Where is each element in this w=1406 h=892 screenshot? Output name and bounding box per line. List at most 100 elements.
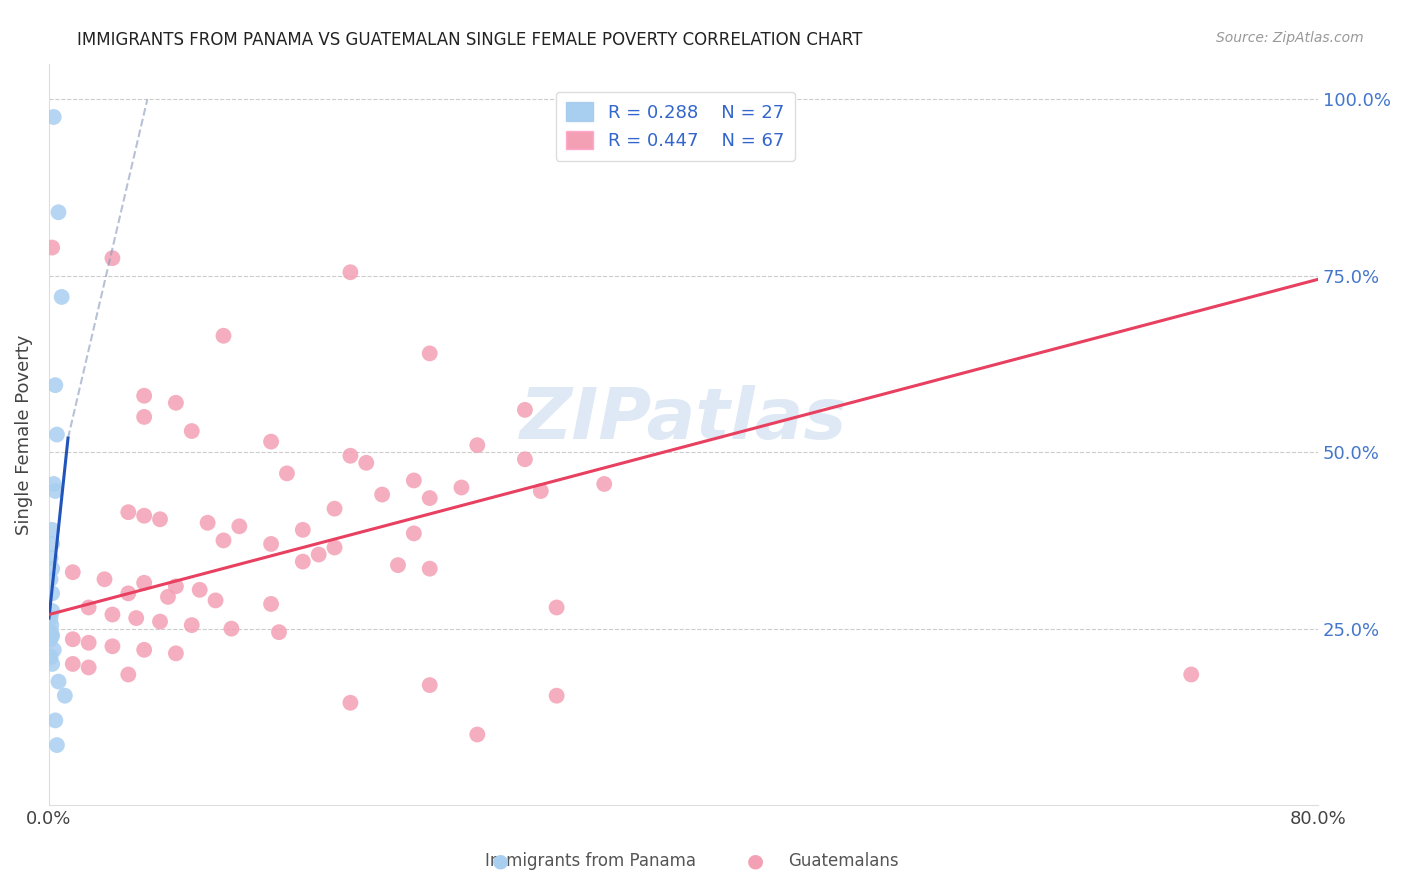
Point [41, 537, 63, 551]
Point [39, 611, 62, 625]
Point [260, 537, 283, 551]
Point [339, 449, 361, 463]
Point [530, 483, 553, 498]
Point [180, 618, 202, 632]
Point [204, 593, 226, 607]
Point [134, 508, 156, 523]
Point [546, 689, 568, 703]
Legend: R = 0.288    N = 27, R = 0.447    N = 67: R = 0.288 N = 27, R = 0.447 N = 67 [555, 92, 796, 161]
Point [419, 562, 441, 576]
Point [267, 625, 290, 640]
Point [117, 667, 139, 681]
Point [93, 572, 115, 586]
Text: ZIPatlas: ZIPatlas [520, 385, 848, 454]
Point [42, 642, 65, 657]
Point [134, 409, 156, 424]
Point [212, 328, 235, 343]
Point [371, 487, 394, 501]
Point [593, 477, 616, 491]
Point [156, 590, 179, 604]
Point [45, 427, 67, 442]
Point [41, 523, 63, 537]
Point [165, 646, 187, 660]
Point [339, 696, 361, 710]
Point [221, 622, 243, 636]
Point [48, 205, 70, 219]
Point [134, 575, 156, 590]
Point [165, 579, 187, 593]
Point [39, 551, 62, 566]
Point [62, 657, 84, 671]
Point [291, 523, 314, 537]
Point [513, 452, 536, 467]
Point [212, 533, 235, 548]
Text: Guatemalans: Guatemalans [789, 852, 898, 870]
Point [134, 389, 156, 403]
Point [117, 505, 139, 519]
Point [101, 251, 124, 265]
Point [323, 501, 346, 516]
Point [41, 562, 63, 576]
Point [276, 467, 298, 481]
Point [1180, 667, 1202, 681]
Point [419, 346, 441, 360]
Point [44, 378, 66, 392]
Point [387, 558, 409, 573]
Point [419, 678, 441, 692]
Point [45, 738, 67, 752]
Point [77, 636, 100, 650]
Point [188, 582, 211, 597]
Point [323, 541, 346, 555]
Point [39, 649, 62, 664]
Point [42, 110, 65, 124]
Point [125, 611, 148, 625]
Point [450, 481, 472, 495]
Point [41, 627, 63, 641]
Text: Source: ZipAtlas.com: Source: ZipAtlas.com [1216, 31, 1364, 45]
Point [465, 727, 488, 741]
Point [39, 625, 62, 640]
Point [101, 607, 124, 622]
Point [53, 689, 76, 703]
Point [44, 483, 66, 498]
Point [41, 586, 63, 600]
Point [356, 456, 378, 470]
Point [149, 615, 172, 629]
Point [402, 526, 425, 541]
Point [41, 657, 63, 671]
Point [228, 519, 250, 533]
Point [41, 604, 63, 618]
Point [308, 548, 330, 562]
Point [402, 474, 425, 488]
Text: ●: ● [492, 851, 509, 871]
Point [62, 632, 84, 647]
Point [165, 396, 187, 410]
Point [39, 572, 62, 586]
Text: IMMIGRANTS FROM PANAMA VS GUATEMALAN SINGLE FEMALE POVERTY CORRELATION CHART: IMMIGRANTS FROM PANAMA VS GUATEMALAN SIN… [77, 31, 863, 49]
Point [117, 586, 139, 600]
Point [51, 290, 73, 304]
Point [260, 434, 283, 449]
Text: ●: ● [747, 851, 763, 871]
Point [513, 402, 536, 417]
Point [77, 660, 100, 674]
Point [260, 597, 283, 611]
Y-axis label: Single Female Poverty: Single Female Poverty [15, 334, 32, 535]
Point [42, 477, 65, 491]
Point [291, 555, 314, 569]
Text: Immigrants from Panama: Immigrants from Panama [485, 852, 696, 870]
Point [41, 618, 63, 632]
Point [41, 629, 63, 643]
Point [41, 241, 63, 255]
Point [419, 491, 441, 505]
Point [62, 565, 84, 579]
Point [101, 640, 124, 654]
Point [180, 424, 202, 438]
Point [48, 674, 70, 689]
Point [44, 714, 66, 728]
Point [149, 512, 172, 526]
Point [77, 600, 100, 615]
Point [546, 600, 568, 615]
Point [339, 265, 361, 279]
Point [39, 632, 62, 647]
